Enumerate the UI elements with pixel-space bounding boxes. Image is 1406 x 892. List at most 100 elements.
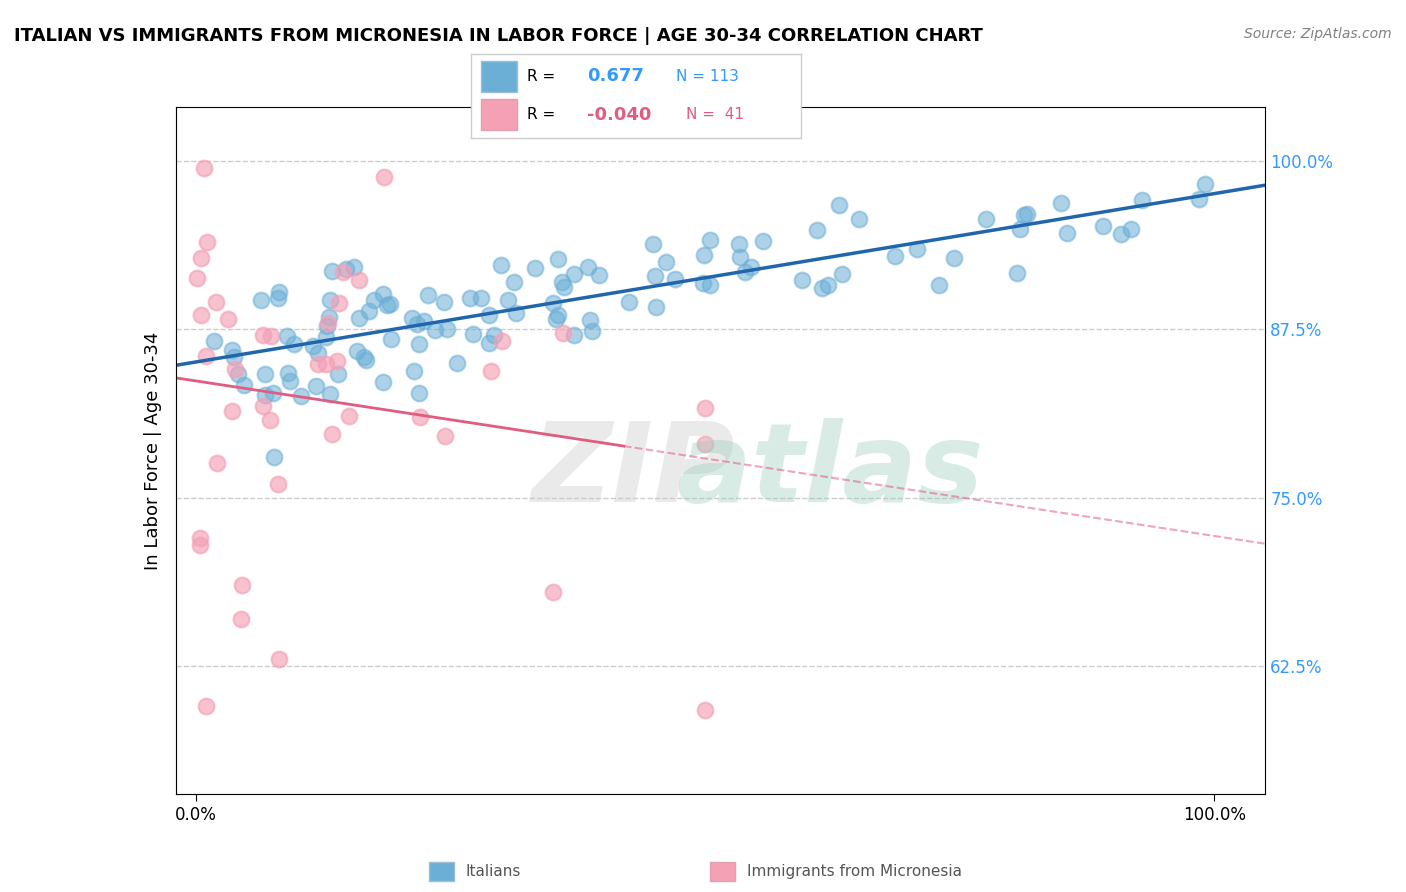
- Point: [644, 268, 666, 283]
- Point: [436, 322, 458, 336]
- Y-axis label: In Labor Force | Age 30-34: In Labor Force | Age 30-34: [143, 331, 162, 570]
- Point: [974, 212, 997, 227]
- Point: [790, 273, 813, 287]
- Point: [224, 361, 246, 376]
- FancyBboxPatch shape: [481, 99, 517, 130]
- Point: [194, 699, 217, 714]
- Point: [263, 450, 285, 465]
- Point: [195, 349, 218, 363]
- Point: [373, 170, 395, 185]
- Point: [354, 353, 377, 368]
- Point: [277, 366, 299, 380]
- Point: [269, 652, 291, 666]
- Point: [547, 308, 569, 322]
- Point: [1017, 207, 1039, 221]
- Point: [316, 316, 339, 330]
- Point: [458, 292, 481, 306]
- Point: [319, 293, 342, 307]
- Point: [413, 314, 436, 328]
- Point: [409, 410, 432, 425]
- Point: [470, 291, 492, 305]
- Point: [551, 326, 574, 340]
- Point: [315, 329, 337, 343]
- Point: [221, 404, 243, 418]
- Point: [695, 703, 717, 717]
- Point: [222, 350, 245, 364]
- Point: [250, 293, 273, 307]
- Point: [307, 346, 329, 360]
- Text: atlas: atlas: [676, 417, 983, 524]
- Point: [928, 278, 950, 293]
- Point: [267, 285, 290, 299]
- FancyBboxPatch shape: [481, 62, 517, 92]
- Point: [478, 335, 501, 350]
- Point: [479, 364, 502, 378]
- Point: [346, 343, 368, 358]
- Point: [262, 385, 284, 400]
- Point: [644, 300, 666, 314]
- Point: [217, 312, 239, 326]
- Point: [375, 298, 398, 312]
- Point: [326, 354, 349, 368]
- Point: [433, 428, 456, 442]
- Point: [693, 248, 716, 262]
- Text: Immigrants from Micronesia: Immigrants from Micronesia: [747, 864, 962, 879]
- Point: [562, 328, 585, 343]
- Point: [335, 262, 357, 277]
- Point: [1119, 222, 1142, 236]
- Point: [576, 260, 599, 275]
- Point: [232, 378, 254, 392]
- Text: Source: ZipAtlas.com: Source: ZipAtlas.com: [1244, 27, 1392, 41]
- Point: [425, 322, 447, 336]
- Point: [699, 233, 721, 247]
- Point: [562, 267, 585, 281]
- Point: [617, 294, 640, 309]
- Point: [349, 273, 371, 287]
- Point: [578, 313, 600, 327]
- Point: [641, 237, 664, 252]
- Point: [252, 328, 274, 343]
- Point: [1091, 219, 1114, 233]
- Point: [728, 237, 751, 252]
- Point: [195, 235, 218, 249]
- Point: [734, 265, 756, 279]
- Point: [831, 267, 853, 281]
- Point: [655, 255, 678, 269]
- Text: R =: R =: [527, 107, 555, 122]
- Text: -0.040: -0.040: [586, 105, 651, 123]
- Point: [380, 296, 402, 310]
- Point: [1109, 227, 1132, 242]
- Point: [884, 249, 907, 263]
- Point: [496, 293, 519, 307]
- Point: [408, 386, 430, 401]
- Point: [205, 294, 228, 309]
- Text: N = 113: N = 113: [676, 69, 738, 84]
- Point: [193, 161, 215, 175]
- Point: [664, 272, 686, 286]
- Point: [408, 336, 430, 351]
- Point: [190, 251, 212, 265]
- Point: [728, 250, 751, 264]
- Point: [259, 329, 281, 343]
- Point: [321, 264, 343, 278]
- Point: [581, 324, 603, 338]
- Point: [1050, 196, 1073, 211]
- Point: [371, 375, 394, 389]
- Point: [806, 223, 828, 237]
- Point: [321, 426, 343, 441]
- Point: [544, 311, 567, 326]
- Point: [318, 310, 340, 324]
- Point: [446, 356, 468, 370]
- Point: [221, 343, 243, 357]
- Point: [229, 612, 252, 626]
- Point: [267, 291, 290, 305]
- Point: [328, 295, 350, 310]
- Point: [463, 327, 485, 342]
- Point: [695, 436, 717, 450]
- Point: [186, 271, 208, 285]
- Point: [699, 277, 721, 292]
- Point: [811, 281, 834, 295]
- Point: [359, 303, 381, 318]
- Point: [305, 379, 328, 393]
- Point: [1008, 222, 1031, 236]
